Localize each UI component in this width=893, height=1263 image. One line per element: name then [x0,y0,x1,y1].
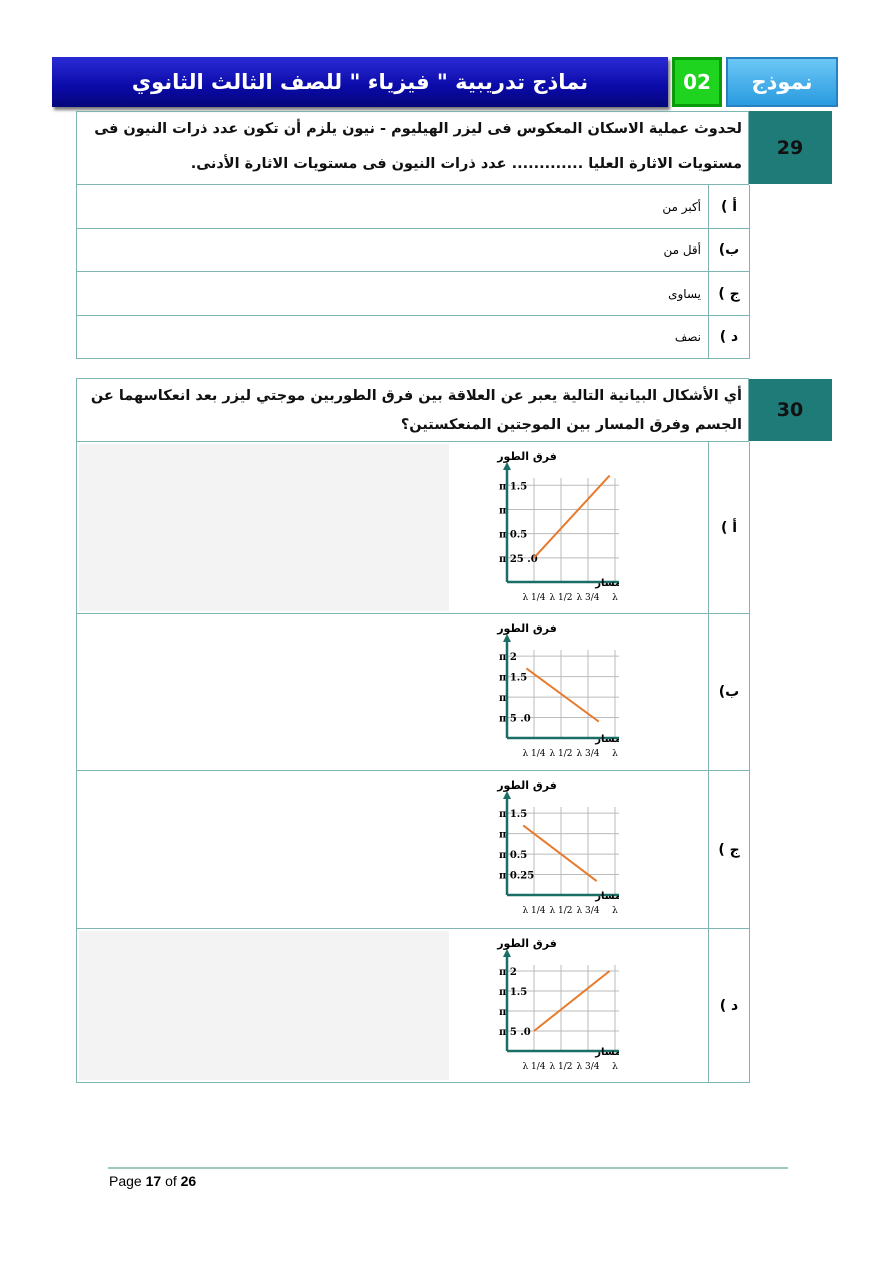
y-tick-label: π [499,830,506,841]
x-tick-label: λ [612,906,618,916]
option-text: نصف [674,330,701,344]
question-30-text: أي الأشكال البيانية التالية يعبر عن العل… [76,378,749,442]
question-number-29: 29 [748,111,832,184]
x-axis-label: فرق المسار [594,1047,619,1058]
x-tick-label: 3/4 λ [576,749,599,759]
x-tick-label: λ [612,593,618,603]
y-tick-label: 1.5 π [499,673,527,684]
x-tick-label: 1/2 λ [549,749,572,759]
y-axis-label: فرق الطور [496,450,557,463]
y-tick-label: 1.5 π [499,809,527,820]
y-axis-arrow-icon [503,949,511,957]
option-label: د ) [708,929,749,1082]
option-text: يساوى [668,286,701,301]
y-tick-label: 0.5 π [499,850,527,861]
page-footer: Page 17 of 26 [109,1173,197,1189]
y-tick-label: 0. 25 π [499,554,538,565]
data-line [522,824,598,882]
option-label: أ ) [708,185,749,228]
q29-option-b[interactable]: ب) أقل من [76,229,750,272]
q29-option-a[interactable]: أ ) أكبر من [76,185,750,229]
x-tick-label: 1/4 λ [522,593,545,603]
footer-divider [108,1167,788,1169]
option-label: ج ) [708,771,749,928]
x-tick-label: λ [612,749,618,759]
y-tick-label: π [499,505,506,516]
q30-option-a[interactable]: أ ) فرق الطور 0. 25 π 0.5 π π 1.5 π فرق المسار… [76,442,750,614]
y-axis-label: فرق الطور [496,937,557,950]
x-axis-label: فرق المسار [594,891,619,902]
x-tick-label: 3/4 λ [576,906,599,916]
question-29-text: لحدوث عملية الاسكان المعكوس فى ليزر الهي… [76,111,749,185]
y-tick-label: π [499,693,506,704]
x-axis-label: فرق المسار [594,734,619,745]
y-tick-label: 0.5 π [499,530,527,541]
x-tick-label: 1/2 λ [549,593,572,603]
model-label: نموذج [726,57,838,107]
x-tick-label: λ [612,1062,618,1072]
y-axis-arrow-icon [503,462,511,470]
q30-option-c[interactable]: ج ) فرق الطور 0.25 π 0.5 π π 1.5 π فرق المسار 1… [76,771,750,929]
y-axis-label: فرق الطور [496,622,557,635]
y-axis-arrow-icon [503,634,511,642]
data-line [525,667,600,723]
option-label: أ ) [708,442,749,613]
q29-option-c[interactable]: ج ) يساوى [76,272,750,316]
q29-option-d[interactable]: د ) نصف [76,316,750,359]
y-tick-label: 0. 5 π [499,1027,531,1038]
y-tick-label: 0. 5 π [499,714,531,725]
x-tick-label: 1/4 λ [522,906,545,916]
phase-path-graph-a: فرق الطور 0. 25 π 0.5 π π 1.5 π فرق المسار 1/4… [496,450,619,603]
y-tick-label: 0.25 π [499,871,534,882]
x-axis-label: فرق المسار [594,578,619,589]
y-tick-label: π [499,1007,506,1018]
x-tick-label: 1/2 λ [549,906,572,916]
option-text: أقل من [663,243,701,257]
option-label: ب) [708,614,749,770]
option-label: ب) [708,229,749,271]
question-number-30: 30 [748,379,832,441]
header-title: نماذج تدريبية " فيزياء " للصف الثالث الث… [52,57,668,107]
y-axis-label: فرق الطور [496,779,557,792]
x-tick-label: 1/2 λ [549,1062,572,1072]
option-text: أكبر من [662,199,701,214]
option-label: د ) [708,316,749,358]
option-label: ج ) [708,272,749,315]
x-tick-label: 3/4 λ [576,593,599,603]
x-tick-label: 1/4 λ [522,1062,545,1072]
total-pages: 26 [180,1173,197,1189]
model-number-badge: 02 [672,57,722,107]
y-tick-label: 1.5 π [499,987,527,998]
y-tick-label: 1.5 π [499,481,527,492]
y-axis-arrow-icon [503,791,511,799]
x-tick-label: 1/4 λ [522,749,545,759]
phase-path-graph-c: فرق الطور 0.25 π 0.5 π π 1.5 π فرق المسار 1/4 … [496,779,619,916]
data-line [533,970,611,1032]
current-page: 17 [145,1173,162,1189]
data-line [533,474,611,559]
x-tick-label: 3/4 λ [576,1062,599,1072]
